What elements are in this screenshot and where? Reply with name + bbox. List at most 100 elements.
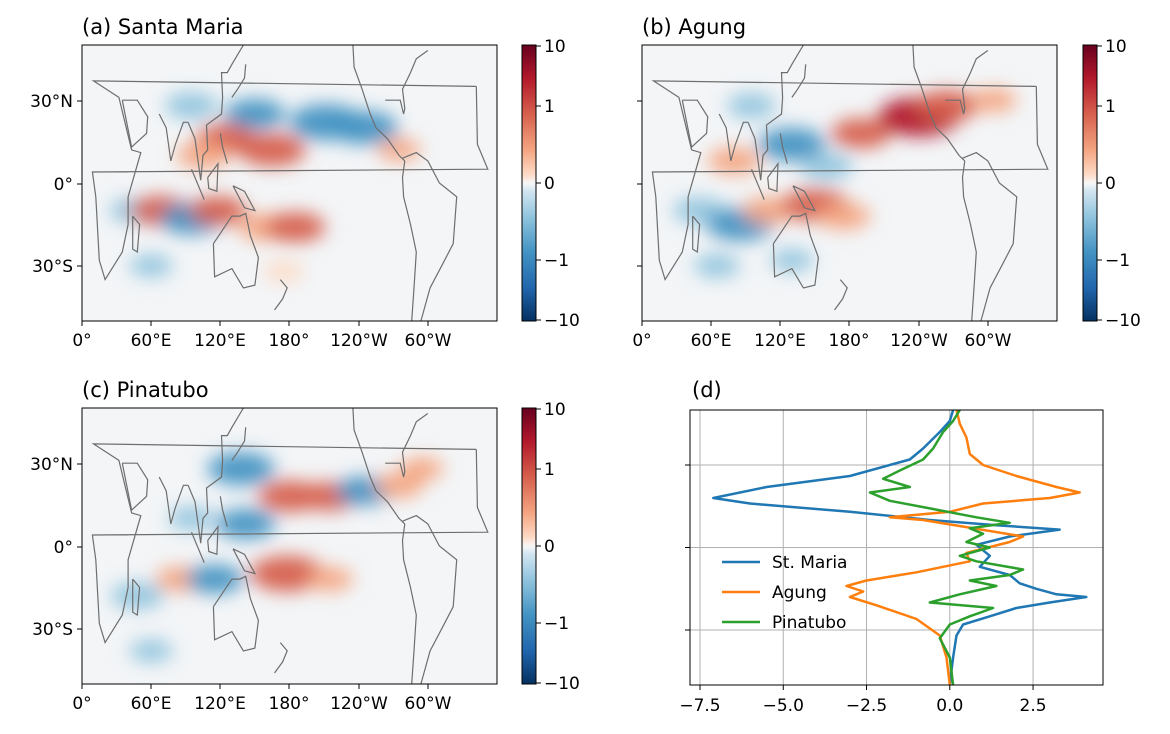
panel-b-xtick-label: 60°E [691,331,732,351]
anomaly-patch [110,582,164,610]
anomaly-patch [970,88,1017,113]
coastline [91,80,489,282]
panel-a: (a) Santa Maria 30°N 0° 30°S 0° 60°E 120… [30,15,580,351]
coastline [207,161,219,193]
anomaly-patch [250,555,325,592]
panel-a-xtick-label: 120°E [194,331,246,351]
panel-d: (d) −7.5 −5.0 −2.5 0.0 2.5 St. Maria Agung P… [679,378,1104,716]
coastline [961,160,977,321]
panel-a-title: (a) Santa Maria [82,15,244,39]
coastline [158,113,189,162]
coastline [274,642,288,674]
panel-b-colorbar-bar [1082,44,1098,322]
coastline [385,50,429,115]
coastline [219,496,228,527]
panel-b-colorbar: 10 1 0 −1 −10 [1082,37,1141,331]
coastline [962,151,1018,321]
panel-a-axes: 30°N 0° 30°S 0° 60°E 120°E 180° 120°W 60… [30,92,452,351]
anomaly-patch [129,639,173,663]
coastline [187,408,244,544]
panel-b-coastlines [651,45,1049,321]
anomaly-patch [207,452,275,486]
series-line-pinatubo [868,410,1025,685]
panel-c-colorbar-label: 1 [544,460,555,480]
panel-a-xtick-label: 120°W [330,331,388,351]
panel-d-grid [690,410,1103,685]
panel-c-background [82,408,497,684]
panel-a-anomaly-layer [91,45,489,321]
legend-label-agung: Agung [772,583,827,603]
anomaly-patch [165,92,218,120]
coastline [132,578,141,617]
coastline [219,133,228,164]
coastline [231,427,247,461]
panel-c-title: (c) Pinatubo [82,378,209,402]
coastline [401,160,417,321]
panel-c-coastlines [91,408,489,684]
panel-b-xtick-label: 0° [632,331,651,351]
coastline [190,531,205,563]
coastline [402,151,458,321]
anomaly-patch [238,133,306,167]
panel-b-anomaly-layer [651,45,1049,321]
panel-a-colorbar-label: 10 [544,37,566,57]
anomaly-patch [374,472,424,498]
panel-b-colorbar-label: 10 [1105,37,1127,57]
panel-a-anomalies [109,92,421,283]
anomaly-patch [817,202,871,230]
panel-a-xtick-label: 60°E [131,331,172,351]
coastline [207,524,219,556]
panel-b-title: (b) Agung [642,15,746,39]
panel-a-colorbar-label: −10 [544,311,580,331]
coastline [187,45,244,181]
xtick-label: −5.0 [763,696,804,716]
coastline [132,215,141,254]
panel-a-colorbar-label: 0 [544,174,555,194]
anomaly-patch [306,567,353,592]
panel-c-ytick-label: 0° [54,538,73,558]
panel-c-colorbar-label: 0 [544,537,555,557]
anomaly-patch [707,147,761,175]
coastline [91,443,489,645]
xtick-label: −7.5 [679,696,720,716]
coastline [945,50,989,115]
anomaly-patch [916,90,979,122]
coastline [772,212,820,289]
panel-d-lines [712,410,1088,685]
panel-b-axes: 0° 60°E 120°E 180° 120°W 60°W [632,100,1012,351]
coastline [651,80,1049,282]
panel-c-xtick-label: 0° [72,694,91,714]
panel-a-xtick-label: 0° [72,331,91,351]
panel-c-xtick-label: 180° [269,694,310,714]
anomaly-patch [186,564,244,594]
panel-b-colorbar-label: −10 [1105,311,1141,331]
anomaly-patch [758,127,826,161]
panel-b-xtick-label: 60°W [965,331,1012,351]
coastline [912,45,966,162]
anomaly-patch [831,118,891,149]
xtick-label: 2.5 [1020,696,1047,716]
anomaly-patch [400,457,444,481]
legend-label-st-maria: St. Maria [772,553,847,573]
coastline [352,408,406,525]
coastline [402,514,458,684]
legend-label-pinatubo: Pinatubo [772,613,846,633]
panel-a-colorbar-label: −1 [544,251,569,271]
series-line-agung [845,410,1081,685]
panel-c-xtick-label: 60°W [405,694,452,714]
panel-d-ticks: −7.5 −5.0 −2.5 0.0 2.5 [679,464,1047,716]
coastline [791,64,807,98]
coastline [212,212,260,289]
coastline [158,476,189,525]
panel-c-colorbar-label: −1 [544,614,569,634]
panel-b-colorbar-label: −1 [1105,251,1130,271]
coastline [121,99,149,149]
coastline [834,279,848,311]
anomaly-patch [799,152,853,180]
anomaly-patch [377,138,421,162]
panel-a-ytick-label: 0° [54,175,73,195]
panel-a-xtick-label: 60°W [405,331,452,351]
coastline [231,64,247,98]
panel-b: (b) Agung 0° 60°E 120°E 180° 120°W 60°W [632,15,1141,351]
panel-a-ytick-label: 30°N [30,92,73,112]
